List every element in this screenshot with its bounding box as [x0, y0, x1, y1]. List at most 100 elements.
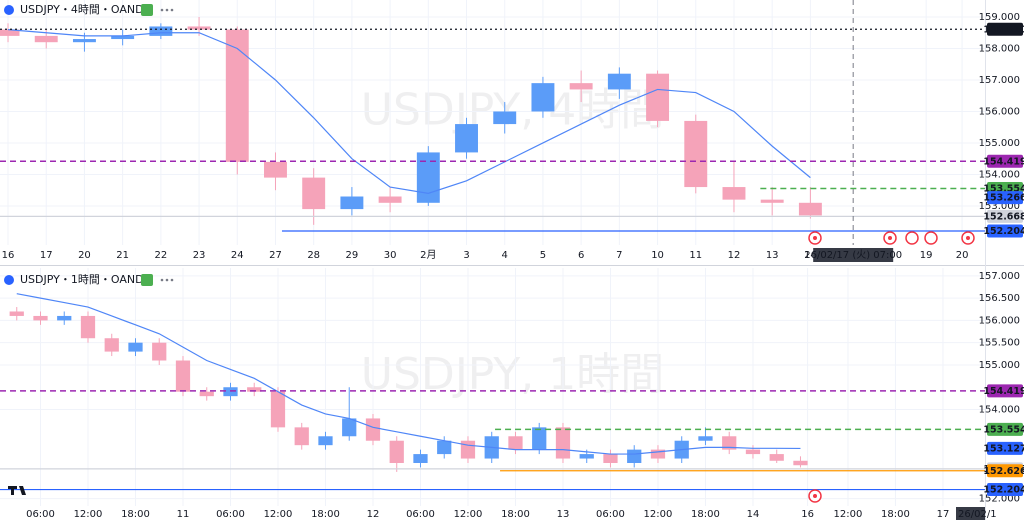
price-tag-label: 152.204 [983, 226, 1024, 237]
crosshair-date-bg [813, 248, 894, 262]
x-tick-label: 11 [177, 509, 190, 520]
chart-title: USDJPY・1時間・OANDA [20, 273, 151, 286]
x-tick-label: 7 [616, 250, 622, 261]
candle-body [128, 342, 143, 352]
candle-body [57, 315, 72, 321]
x-tick-label: 20 [956, 250, 969, 261]
y-tick-label: 155.000 [979, 138, 1020, 149]
x-tick-label: 06:00 [26, 509, 55, 520]
candle-body [508, 436, 523, 450]
x-tick-label: 06:00 [596, 509, 625, 520]
candle-body [760, 199, 784, 203]
candle-body [455, 124, 478, 153]
y-tick-label: 156.500 [979, 293, 1020, 304]
status-icon[interactable] [141, 4, 153, 16]
price-tag [987, 191, 1023, 205]
y-tick-label: 159.000 [979, 12, 1020, 23]
x-tick-label: 24 [231, 250, 244, 261]
candle-body [722, 436, 737, 450]
moving-average [16, 293, 801, 455]
candle-body [111, 35, 135, 40]
y-tick-label: 154.000 [979, 169, 1020, 180]
x-tick-label: 3 [463, 250, 469, 261]
candle-body [9, 311, 24, 316]
chart-title: USDJPY・4時間・OANDA [20, 3, 151, 16]
candle-body [175, 360, 191, 392]
y-tick-label: 152.000 [979, 494, 1020, 505]
x-tick-label: 30 [384, 250, 397, 261]
symbol-icon [4, 5, 14, 15]
price-tag [987, 441, 1023, 455]
x-tick-label: 5 [540, 250, 546, 261]
candle-body [650, 449, 666, 459]
y-tick-label: 158.000 [979, 43, 1020, 54]
x-tick-label: 19 [920, 250, 933, 261]
candle-body [187, 26, 211, 30]
price-tag [987, 154, 1023, 168]
x-tick-label: 12:00 [644, 509, 673, 520]
candle-body [34, 35, 58, 43]
candle-body [342, 418, 357, 437]
x-tick-label: 10 [651, 250, 664, 261]
price-tag-label: 153.127 [983, 443, 1024, 454]
candle-body [416, 152, 440, 203]
x-tick-label: 27 [269, 250, 282, 261]
price-tag-label: 158.610 [983, 24, 1024, 35]
candle-body [340, 196, 364, 210]
candle-body [264, 161, 287, 178]
menu-dots[interactable] [160, 8, 174, 282]
candle-body [223, 387, 238, 397]
x-tick-label: 12:00 [834, 509, 863, 520]
x-tick-label: 14 [747, 509, 760, 520]
x-tick-label: 6 [578, 250, 584, 261]
price-tag [987, 422, 1023, 436]
status-icon[interactable] [141, 274, 153, 286]
x-tick-label: 28 [307, 250, 320, 261]
x-tick-label: 20 [78, 250, 91, 261]
x-tick-label: 14 [804, 250, 817, 261]
x-tick-label: 13 [766, 250, 779, 261]
x-tick-label: 16 [801, 509, 814, 520]
x-tick-label: 17 [937, 509, 950, 520]
x-tick-label: 12 [367, 509, 380, 520]
x-tick-label: 13 [557, 509, 570, 520]
x-tick-label: 18:00 [501, 509, 530, 520]
x-tick-label: 23 [193, 250, 206, 261]
candle-body [0, 29, 20, 36]
tradingview-logo [8, 486, 26, 495]
candle-body [247, 387, 262, 392]
candle-body [579, 454, 594, 459]
candle-body [413, 454, 428, 463]
candle-body [33, 315, 48, 321]
x-tick-label: 22 [154, 250, 167, 261]
candle-body [607, 73, 631, 90]
candle-body [225, 29, 249, 162]
x-tick-label: 21 [116, 250, 129, 261]
moving-average [7, 29, 811, 194]
candle-body [460, 440, 476, 459]
candle-body [149, 26, 173, 36]
candle-body [199, 391, 214, 397]
candle-body [493, 111, 517, 125]
candle-body [270, 391, 286, 428]
candle-body [603, 454, 618, 463]
candle-body [769, 454, 784, 461]
candle-body [437, 440, 452, 455]
x-tick-label: 4 [502, 250, 508, 261]
candle-body [798, 202, 822, 216]
x-tick-label: 18:00 [121, 509, 150, 520]
x-tick-label: 18:00 [691, 509, 720, 520]
price-tag [987, 384, 1023, 398]
candle-body [294, 427, 309, 446]
candle-body [684, 120, 708, 188]
x-tick-label: 06:00 [216, 509, 245, 520]
candle-body [745, 449, 761, 455]
price-tag-label: 153.266 [983, 193, 1024, 204]
candle-body [80, 315, 96, 339]
crosshair-date: 26/02/1 [958, 509, 997, 520]
candle-body [627, 449, 642, 463]
watermark: USDJPY, 1時間 [361, 349, 664, 400]
watermark: USDJPY, 4時間 [361, 85, 664, 136]
crosshair-date: 26/02/17 (火) 07:00 [804, 249, 902, 261]
